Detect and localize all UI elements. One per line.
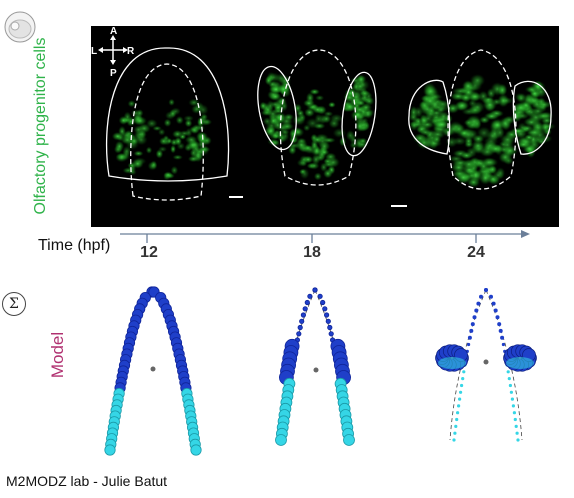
model-24-cell (454, 424, 458, 428)
model-24-cell (469, 328, 474, 333)
model-24-cell (474, 308, 479, 313)
model-24-cell (511, 404, 515, 408)
model-24-cell (472, 315, 477, 320)
footer-credit: M2MODZ lab - Julie Batut (6, 473, 168, 489)
outline-24-left (408, 79, 451, 155)
outline-24-right (512, 80, 552, 155)
model-24-cell (513, 417, 517, 422)
model-24-cell (479, 294, 483, 299)
compass-icon: A P L R (91, 26, 135, 79)
model-12-cell (104, 444, 116, 456)
model-24-cell (500, 335, 505, 340)
compass-p: P (110, 68, 117, 79)
model-18-cell (302, 306, 308, 312)
model-12-cell (190, 444, 202, 456)
model-24-cell (515, 431, 519, 435)
model-24-guide (485, 289, 523, 441)
model-diagram (104, 286, 537, 456)
model-18-cell (312, 287, 318, 293)
model-24-guide (449, 289, 487, 441)
model-24-cell (467, 342, 471, 347)
model-24-cluster-base (506, 357, 534, 369)
model-18-cell (299, 318, 305, 324)
model-24-cell (462, 370, 466, 374)
model-24-cell (508, 383, 512, 388)
model-24-cell (456, 411, 460, 415)
model-18-cell (325, 318, 331, 324)
model-18-cell (320, 299, 326, 306)
model-24-cell (495, 315, 500, 320)
outline-12-outer (105, 47, 230, 182)
model-24-cell (509, 390, 513, 394)
compass-a: A (110, 26, 117, 37)
model-24-cluster-base (438, 357, 466, 369)
outline-12-inner (130, 63, 204, 201)
model-24-cell (476, 301, 481, 306)
model-18-center-dot (313, 367, 319, 373)
model-24-cell (489, 294, 493, 299)
model-24-cell (470, 322, 475, 327)
model-24-cell (461, 377, 465, 381)
model-24-cell (507, 377, 511, 381)
outline-18-left (257, 65, 297, 151)
model-24-cell (501, 342, 505, 347)
model-24-cell (497, 322, 502, 327)
model-24-cell (512, 411, 517, 415)
model-18-cell (307, 293, 313, 299)
model-18-cell (323, 312, 330, 318)
model-24-cell (459, 390, 463, 394)
model-18-cell (304, 299, 310, 306)
embryo-icon (4, 11, 36, 43)
compass-l: L (91, 46, 97, 57)
model-18-cell (322, 306, 328, 312)
model-18-cell (297, 324, 303, 331)
model-18-cell (327, 324, 333, 331)
model-18-cell (275, 434, 287, 446)
model-24-cell (510, 397, 514, 401)
compass-r: R (127, 46, 135, 57)
model-24-cell (484, 288, 488, 292)
model-24-cell (506, 370, 510, 374)
outline-24-center (447, 49, 517, 190)
model-24-cell (460, 383, 464, 388)
model-24-cell (514, 424, 518, 428)
y-axis-label: Olfactory progenitor cells (32, 37, 49, 215)
sigma-icon: Σ (2, 292, 26, 316)
model-24-cell (498, 328, 503, 333)
outline-18-center (279, 49, 357, 186)
tick-24: 24 (467, 244, 485, 261)
model-18-cell (317, 293, 323, 299)
model-12-center-dot (150, 366, 156, 372)
tick-12: 12 (140, 244, 158, 261)
model-24-cell (455, 417, 459, 422)
time-axis (120, 230, 530, 243)
model-18-cell (296, 331, 302, 337)
model-24-cell (491, 301, 496, 306)
model-24-cell (516, 438, 520, 442)
model-24-cell (493, 308, 498, 313)
model-24-center-dot (483, 359, 489, 365)
model-18-cell (328, 331, 334, 337)
time-axis-label: Time (hpf) (38, 237, 111, 254)
model-18-cell (343, 434, 355, 446)
model-24-cell (467, 335, 472, 340)
model-24-cell (457, 404, 461, 408)
tick-18: 18 (303, 244, 321, 261)
microscopy-panel: A P L R (91, 26, 559, 227)
model-24-cell (452, 438, 456, 442)
model-18-cell (300, 312, 306, 318)
model-24-cell (458, 397, 462, 401)
model-24-cell (453, 431, 457, 435)
